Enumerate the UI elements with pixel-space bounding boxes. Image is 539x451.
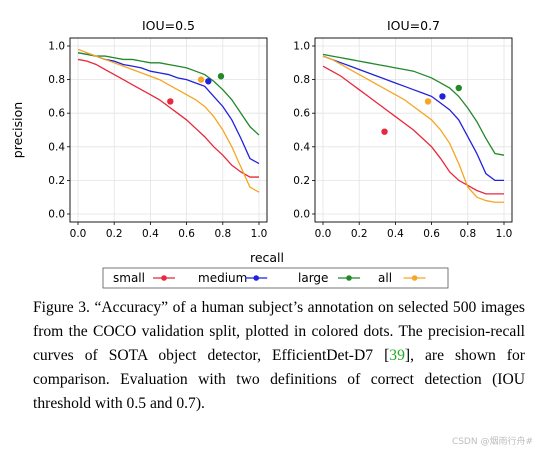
y-tick-label: 0.2 (48, 175, 65, 187)
caption-text-1: “Accuracy” of a human subject’s annotati… (33, 299, 526, 364)
legend-label-large: large (298, 271, 328, 285)
y-tick-label: 0.8 (293, 74, 310, 86)
plot-frame (69, 37, 268, 223)
x-tick-label: 0.0 (315, 228, 332, 240)
human-dot-small (381, 128, 388, 135)
y-tick-label: 0.6 (48, 108, 65, 120)
y-tick-label: 0.0 (48, 209, 65, 221)
pr-curve-medium (322, 55, 504, 182)
pr-curve-all (77, 48, 260, 193)
legend-marker-large (346, 275, 352, 281)
y-tick-label: 0.8 (48, 74, 65, 86)
human-dot-medium (205, 78, 212, 85)
y-tick-label: 0.6 (293, 108, 310, 120)
x-tick-label: 0.4 (142, 228, 159, 240)
y-tick-label: 0.0 (293, 209, 310, 221)
x-tick-label: 0.6 (423, 228, 440, 240)
x-tick-label: 0.8 (459, 228, 476, 240)
figure-caption: Figure 3. “Accuracy” of a human subject’… (33, 296, 525, 416)
pr-curve-small (322, 65, 504, 195)
x-tick-label: 0.8 (214, 228, 231, 240)
legend-marker-all (411, 275, 418, 281)
x-tick-label: 0.0 (70, 228, 87, 240)
legend-label-medium: medium (198, 271, 247, 285)
pr-curve-large (322, 53, 505, 156)
chart-title: IOU=0.5 (142, 18, 195, 33)
pr-curve-all (322, 55, 504, 203)
human-dot-large (455, 84, 462, 92)
chart-title: IOU=0.7 (387, 18, 440, 33)
x-tick-label: 1.0 (496, 228, 513, 240)
pr-curve-small (77, 58, 259, 178)
human-dot-small (167, 98, 174, 105)
legend-box (102, 267, 449, 289)
caption-text-2: ], are shown for comparison. Evaluation … (33, 347, 525, 412)
legend-label-all: all (378, 271, 392, 285)
legend-marker-small (161, 275, 167, 281)
human-dot-large (217, 73, 225, 80)
x-axis-label: recall (250, 250, 284, 265)
y-axis-label: precision (10, 102, 25, 158)
y-tick-label: 1.0 (293, 41, 310, 53)
watermark: CSDN @烟雨行舟# (451, 437, 533, 447)
x-tick-label: 0.2 (106, 228, 123, 240)
pr-curve-large (77, 52, 260, 136)
precision-recall-figure: 0.0 0.2 0.4 0.6 0.8 1.0 0.0 0.2 0.4 0.6 0.8 1.0 IOU=… (10, 18, 513, 289)
human-dot-all (197, 76, 205, 83)
y-tick-label: 0.2 (293, 175, 310, 187)
caption-citation-link[interactable]: 39 (389, 347, 405, 364)
plot-frame (314, 37, 513, 223)
legend-marker-medium (253, 275, 259, 281)
y-tick-label: 1.0 (48, 41, 65, 53)
y-tick-label: 0.4 (293, 141, 310, 153)
legend-label-small: small (113, 271, 145, 285)
y-tick-label: 0.4 (48, 141, 65, 153)
x-tick-label: 0.4 (387, 228, 404, 240)
human-dot-medium (439, 93, 446, 100)
caption-figure-label: Figure 3. (33, 299, 90, 316)
x-tick-label: 0.2 (351, 228, 368, 240)
x-tick-label: 1.0 (251, 228, 268, 240)
x-tick-label: 0.6 (178, 228, 195, 240)
human-dot-all (424, 98, 432, 105)
